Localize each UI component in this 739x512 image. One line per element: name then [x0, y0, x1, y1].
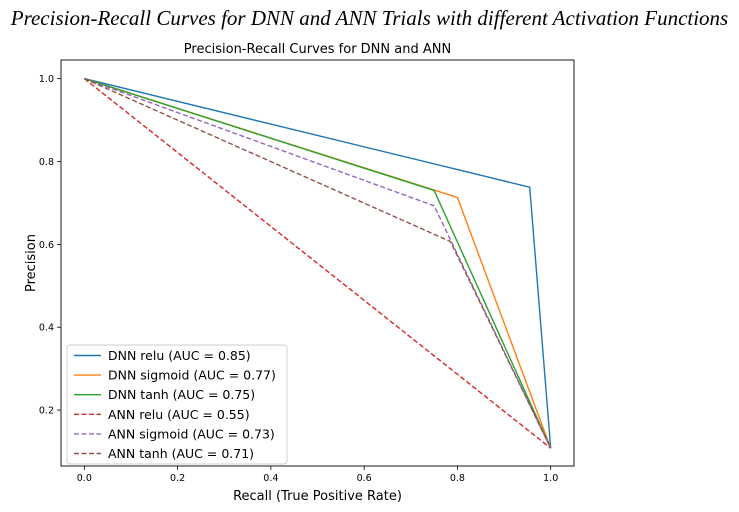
chart-title: Precision-Recall Curves for DNN and ANN: [184, 42, 451, 57]
y-tick-label: 0.4: [39, 323, 54, 334]
series-line-1: [84, 77, 552, 449]
legend-entry: DNN relu (AUC = 0.85): [108, 348, 251, 363]
legend-entry: DNN tanh (AUC = 0.75): [108, 387, 255, 402]
y-tick-label: 0.2: [39, 406, 54, 417]
y-tick-label: 0.6: [39, 240, 54, 251]
legend-entry: ANN tanh (AUC = 0.71): [108, 446, 254, 461]
series-line-4: [83, 78, 552, 449]
legend-entry: ANN relu (AUC = 0.55): [108, 407, 250, 422]
x-tick-label: 0.0: [77, 473, 92, 484]
x-tick-label: 0.4: [263, 473, 278, 484]
x-tick-label: 1.0: [543, 473, 558, 484]
y-tick-label: 0.8: [39, 157, 54, 168]
y-tick-label: 1.0: [39, 74, 54, 85]
legend: DNN relu (AUC = 0.85) DNN sigmoid (AUC = …: [66, 344, 288, 465]
figure-caption: Precision-Recall Curves for DNN and ANN …: [10, 6, 729, 30]
legend-entry: DNN sigmoid (AUC = 0.77): [108, 368, 276, 383]
plot-area: [60, 59, 575, 467]
legend-entry: ANN sigmoid (AUC = 0.73): [108, 426, 275, 441]
x-tick-label: 0.6: [357, 473, 372, 484]
ticks-layer: 0.0 0.2 0.4 0.6 0.8 1.0 0.2 0.4 0.6 0.8 1.0: [39, 74, 558, 484]
x-axis-label: Recall (True Positive Rate): [233, 489, 402, 504]
legend-box: [66, 344, 288, 465]
series-layer: [83, 77, 552, 449]
x-tick-label: 0.2: [170, 473, 185, 484]
series-line-3: [84, 77, 552, 449]
y-axis-label: Precision: [24, 234, 39, 292]
series-line-6: [84, 77, 552, 449]
x-tick-label: 0.8: [450, 473, 465, 484]
